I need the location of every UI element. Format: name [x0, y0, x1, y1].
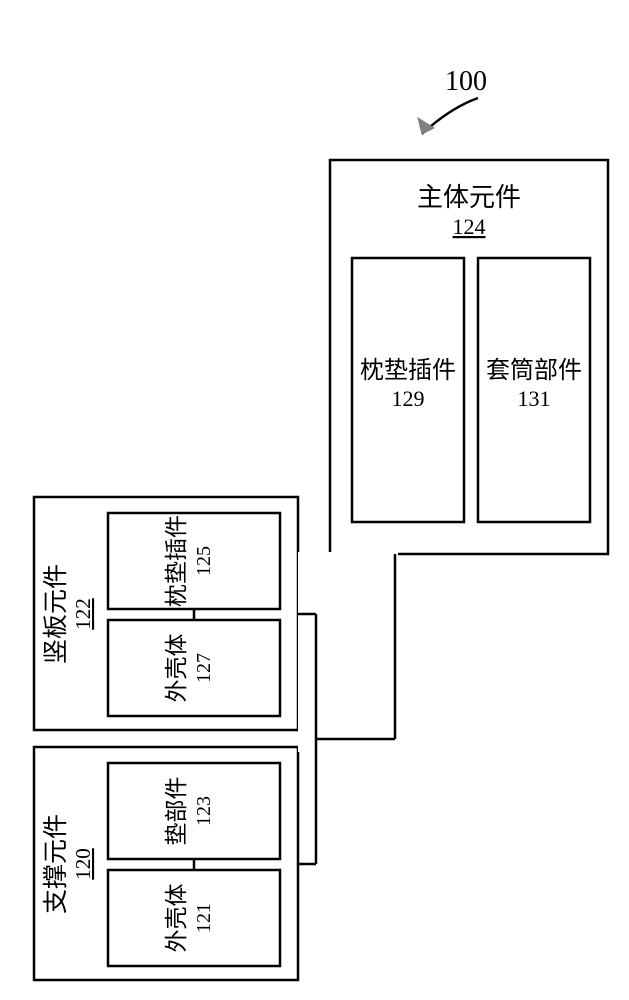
riser-ref2: 122 — [71, 598, 95, 630]
support-childA-title: 垫部件 — [164, 777, 189, 846]
riser-childB-title: 外壳体 — [164, 634, 189, 703]
riser-childA-title: 枕垫插件 — [164, 515, 189, 607]
riser-childB-ref: 127 — [193, 653, 215, 683]
support-title2: 支撑元件 — [42, 814, 70, 914]
support-childB-ref: 121 — [193, 903, 215, 933]
support-ref2: 120 — [71, 848, 95, 880]
support-childB-title: 外壳体 — [164, 884, 189, 953]
support-childA-ref: 123 — [193, 796, 215, 826]
riser-childA-ref: 125 — [193, 546, 215, 576]
riser-title2: 竖板元件 — [42, 564, 70, 664]
